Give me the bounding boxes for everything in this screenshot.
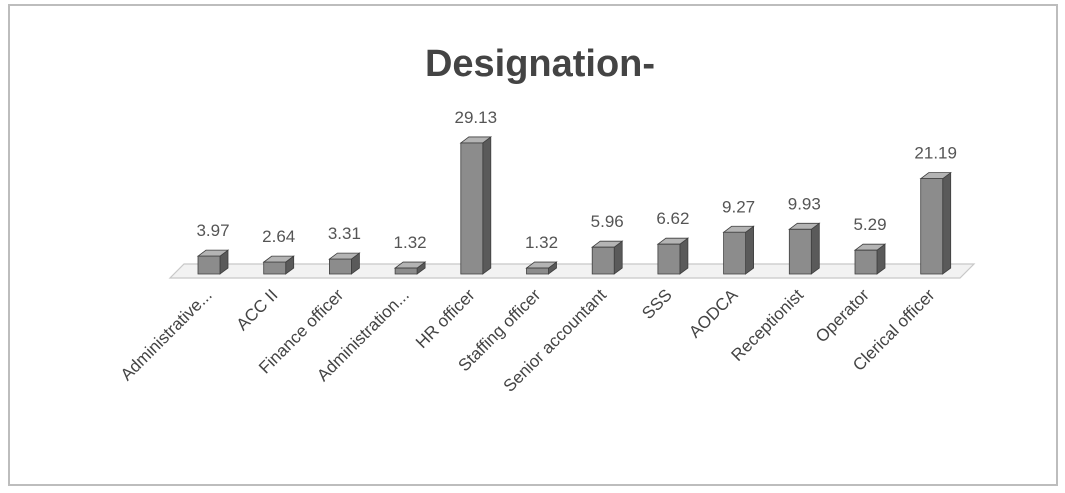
x-tick-label: ACC II bbox=[233, 285, 282, 334]
bar-side bbox=[482, 136, 492, 275]
bar-front bbox=[657, 243, 681, 275]
x-tick-label: SSS bbox=[638, 285, 675, 322]
data-label: 6.62 bbox=[656, 209, 689, 228]
data-label: 1.32 bbox=[394, 233, 427, 252]
bar bbox=[788, 222, 821, 275]
bar-front bbox=[591, 246, 615, 275]
bar bbox=[591, 240, 624, 275]
data-label: 5.29 bbox=[853, 215, 886, 234]
bar bbox=[722, 225, 755, 275]
chart-canvas: Designation- 3.97 2.64 3.31 1.32 29.13 1.32 5.… bbox=[117, 43, 976, 396]
x-tick-label: AODCA bbox=[685, 285, 742, 342]
bar-front bbox=[328, 258, 352, 275]
bar bbox=[196, 249, 230, 275]
bar-front bbox=[526, 267, 549, 275]
data-label: 21.19 bbox=[914, 144, 957, 163]
bar-front bbox=[788, 228, 812, 275]
data-label: 3.97 bbox=[196, 221, 229, 240]
bar-front bbox=[460, 142, 484, 275]
bar-front bbox=[920, 178, 944, 275]
bar-front bbox=[197, 255, 221, 275]
bar-front bbox=[854, 249, 878, 275]
data-label: 9.27 bbox=[722, 197, 755, 216]
bar bbox=[525, 261, 558, 275]
bar bbox=[459, 136, 492, 275]
data-label: 9.93 bbox=[788, 194, 821, 213]
x-tick-label: HR officer bbox=[412, 285, 479, 352]
x-tick-label: Operator bbox=[812, 285, 873, 346]
bar-front bbox=[263, 261, 287, 275]
bar-side bbox=[810, 222, 820, 275]
x-tick-label: Administrative... bbox=[117, 285, 216, 384]
bars-layer bbox=[196, 136, 952, 275]
bar-front bbox=[394, 267, 418, 275]
data-label: 29.13 bbox=[455, 108, 498, 127]
value-labels-layer: 3.97 2.64 3.31 1.32 29.13 1.32 5.96 6.62 9.27 9.9… bbox=[196, 108, 957, 252]
bar-side bbox=[745, 225, 754, 275]
data-label: 2.64 bbox=[262, 227, 295, 246]
bar-front bbox=[723, 231, 746, 275]
data-label: 3.31 bbox=[328, 224, 361, 243]
chart-floor bbox=[168, 263, 976, 279]
chart-title: Designation- bbox=[425, 43, 655, 85]
bar bbox=[919, 171, 952, 275]
data-label: 1.32 bbox=[525, 233, 558, 252]
bar-side bbox=[942, 171, 952, 275]
chart-frame: Designation- 3.97 2.64 3.31 1.32 29.13 1.32 5.… bbox=[8, 4, 1058, 486]
bar bbox=[656, 237, 690, 275]
bar bbox=[393, 261, 427, 275]
bar bbox=[262, 255, 295, 275]
bar bbox=[328, 252, 361, 275]
data-label: 5.96 bbox=[591, 212, 624, 231]
bar bbox=[853, 243, 887, 275]
